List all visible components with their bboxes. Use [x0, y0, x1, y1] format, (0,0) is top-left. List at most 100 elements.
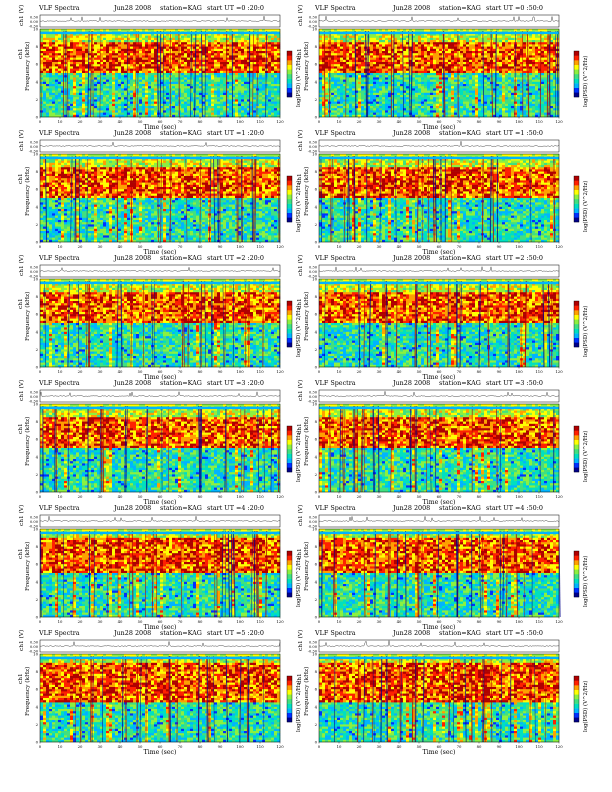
chart-1-cell — [208, 73, 211, 75]
chart-1-cell — [223, 47, 226, 49]
chart-2-cell — [397, 69, 400, 71]
chart-1-cell — [100, 91, 103, 93]
chart-1-cell — [121, 31, 124, 33]
chart-2-cell — [418, 80, 421, 82]
chart-1-cell — [169, 29, 172, 31]
chart-2-cell — [442, 62, 445, 64]
chart-2-cell — [433, 91, 436, 93]
chart-1-cell — [115, 69, 118, 71]
chart-1-cell — [229, 73, 232, 75]
chart-1-cell — [67, 102, 70, 104]
chart-1-cell — [124, 58, 127, 60]
chart-1-cell — [172, 40, 175, 42]
chart-1-cell — [238, 42, 241, 44]
chart-1-cell — [172, 86, 175, 88]
chart-1-cell — [115, 91, 118, 93]
chart-2-cell — [340, 86, 343, 88]
chart-1-cell — [199, 99, 202, 101]
chart-1-cell — [181, 38, 184, 40]
chart-1-cell — [259, 69, 262, 71]
chart-1-cell — [229, 66, 232, 68]
chart-1-cell — [220, 108, 223, 110]
chart-1-cell — [118, 64, 121, 66]
chart-1-cell — [214, 91, 217, 93]
chart-2-cell — [418, 38, 421, 40]
chart-1-cell — [97, 60, 100, 62]
chart-1-cell — [232, 51, 235, 53]
chart-1-cell — [121, 33, 124, 35]
chart-1-cell — [163, 58, 166, 60]
chart-1-cell — [118, 88, 121, 90]
chart-2-cell — [328, 97, 331, 99]
chart-2-cell — [361, 97, 364, 99]
chart-1-cell — [118, 108, 121, 110]
chart-1-cell — [106, 88, 109, 90]
chart-1-cell — [148, 71, 151, 73]
chart-1-cell — [73, 104, 76, 106]
chart-2-cell — [349, 113, 352, 115]
chart-1-cell — [262, 113, 265, 115]
chart-2-cell — [370, 82, 373, 84]
chart-2-cell — [355, 113, 358, 115]
chart-1-cell — [40, 58, 43, 60]
chart-1-cell — [91, 115, 94, 117]
chart-2-cell — [367, 44, 370, 46]
chart-1-cell — [184, 51, 187, 53]
chart-1-cell — [244, 31, 247, 33]
chart-1-cell — [163, 97, 166, 99]
chart-1-cell — [184, 66, 187, 68]
chart-1-cell — [268, 106, 271, 108]
chart-1-cell — [115, 64, 118, 66]
chart-2-cell — [436, 93, 439, 95]
chart-1-cell — [187, 91, 190, 93]
chart-1-cell — [112, 53, 115, 55]
chart-1-cell — [118, 106, 121, 108]
chart-1-cell — [241, 33, 244, 35]
chart-1-cell — [43, 47, 46, 49]
chart-2-cell — [331, 99, 334, 101]
chart-1-cell — [226, 73, 229, 75]
chart-1-cell — [112, 42, 115, 44]
chart-1-cell — [175, 113, 178, 115]
chart-1-cell — [109, 110, 112, 112]
chart-2-cell — [439, 88, 442, 90]
chart-1-cell — [67, 93, 70, 95]
chart-1-cell — [55, 97, 58, 99]
chart-2-cell — [358, 47, 361, 49]
chart-2-cell — [376, 40, 379, 42]
chart-1-cell — [169, 53, 172, 55]
chart-1-cell — [97, 55, 100, 57]
chart-1-cell — [55, 113, 58, 115]
chart-2-cell — [403, 99, 406, 101]
chart-1-cell — [52, 82, 55, 84]
chart-1-cell — [55, 93, 58, 95]
chart-2-cell — [409, 73, 412, 75]
chart-2-cell — [424, 77, 427, 79]
chart-1-cell — [88, 47, 91, 49]
chart-1-cell — [109, 86, 112, 88]
chart-2-cell — [346, 106, 349, 108]
chart-2-cell — [418, 69, 421, 71]
chart-1-cell — [67, 106, 70, 108]
chart-1-cell — [148, 93, 151, 95]
chart-1-cell — [196, 73, 199, 75]
chart-1-cell — [268, 93, 271, 95]
chart-1-cell — [190, 115, 193, 117]
chart-1-cell — [247, 44, 250, 46]
chart-1-cell — [127, 64, 130, 66]
chart-1-cell — [193, 71, 196, 73]
chart-2-cell — [409, 33, 412, 35]
chart-2-cell — [373, 80, 376, 82]
chart-1-cell — [112, 84, 115, 86]
chart-1-cell — [124, 95, 127, 97]
chart-2-cell — [409, 71, 412, 73]
chart-1-cell — [187, 93, 190, 95]
chart-2-cell — [427, 36, 430, 38]
chart-1-cell — [49, 53, 52, 55]
chart-1-cell — [151, 99, 154, 101]
chart-1-cell — [262, 102, 265, 104]
chart-2-cell — [343, 86, 346, 88]
chart-1-cell — [61, 55, 64, 57]
chart-1-cell — [49, 44, 52, 46]
chart-2-cell — [406, 29, 409, 31]
